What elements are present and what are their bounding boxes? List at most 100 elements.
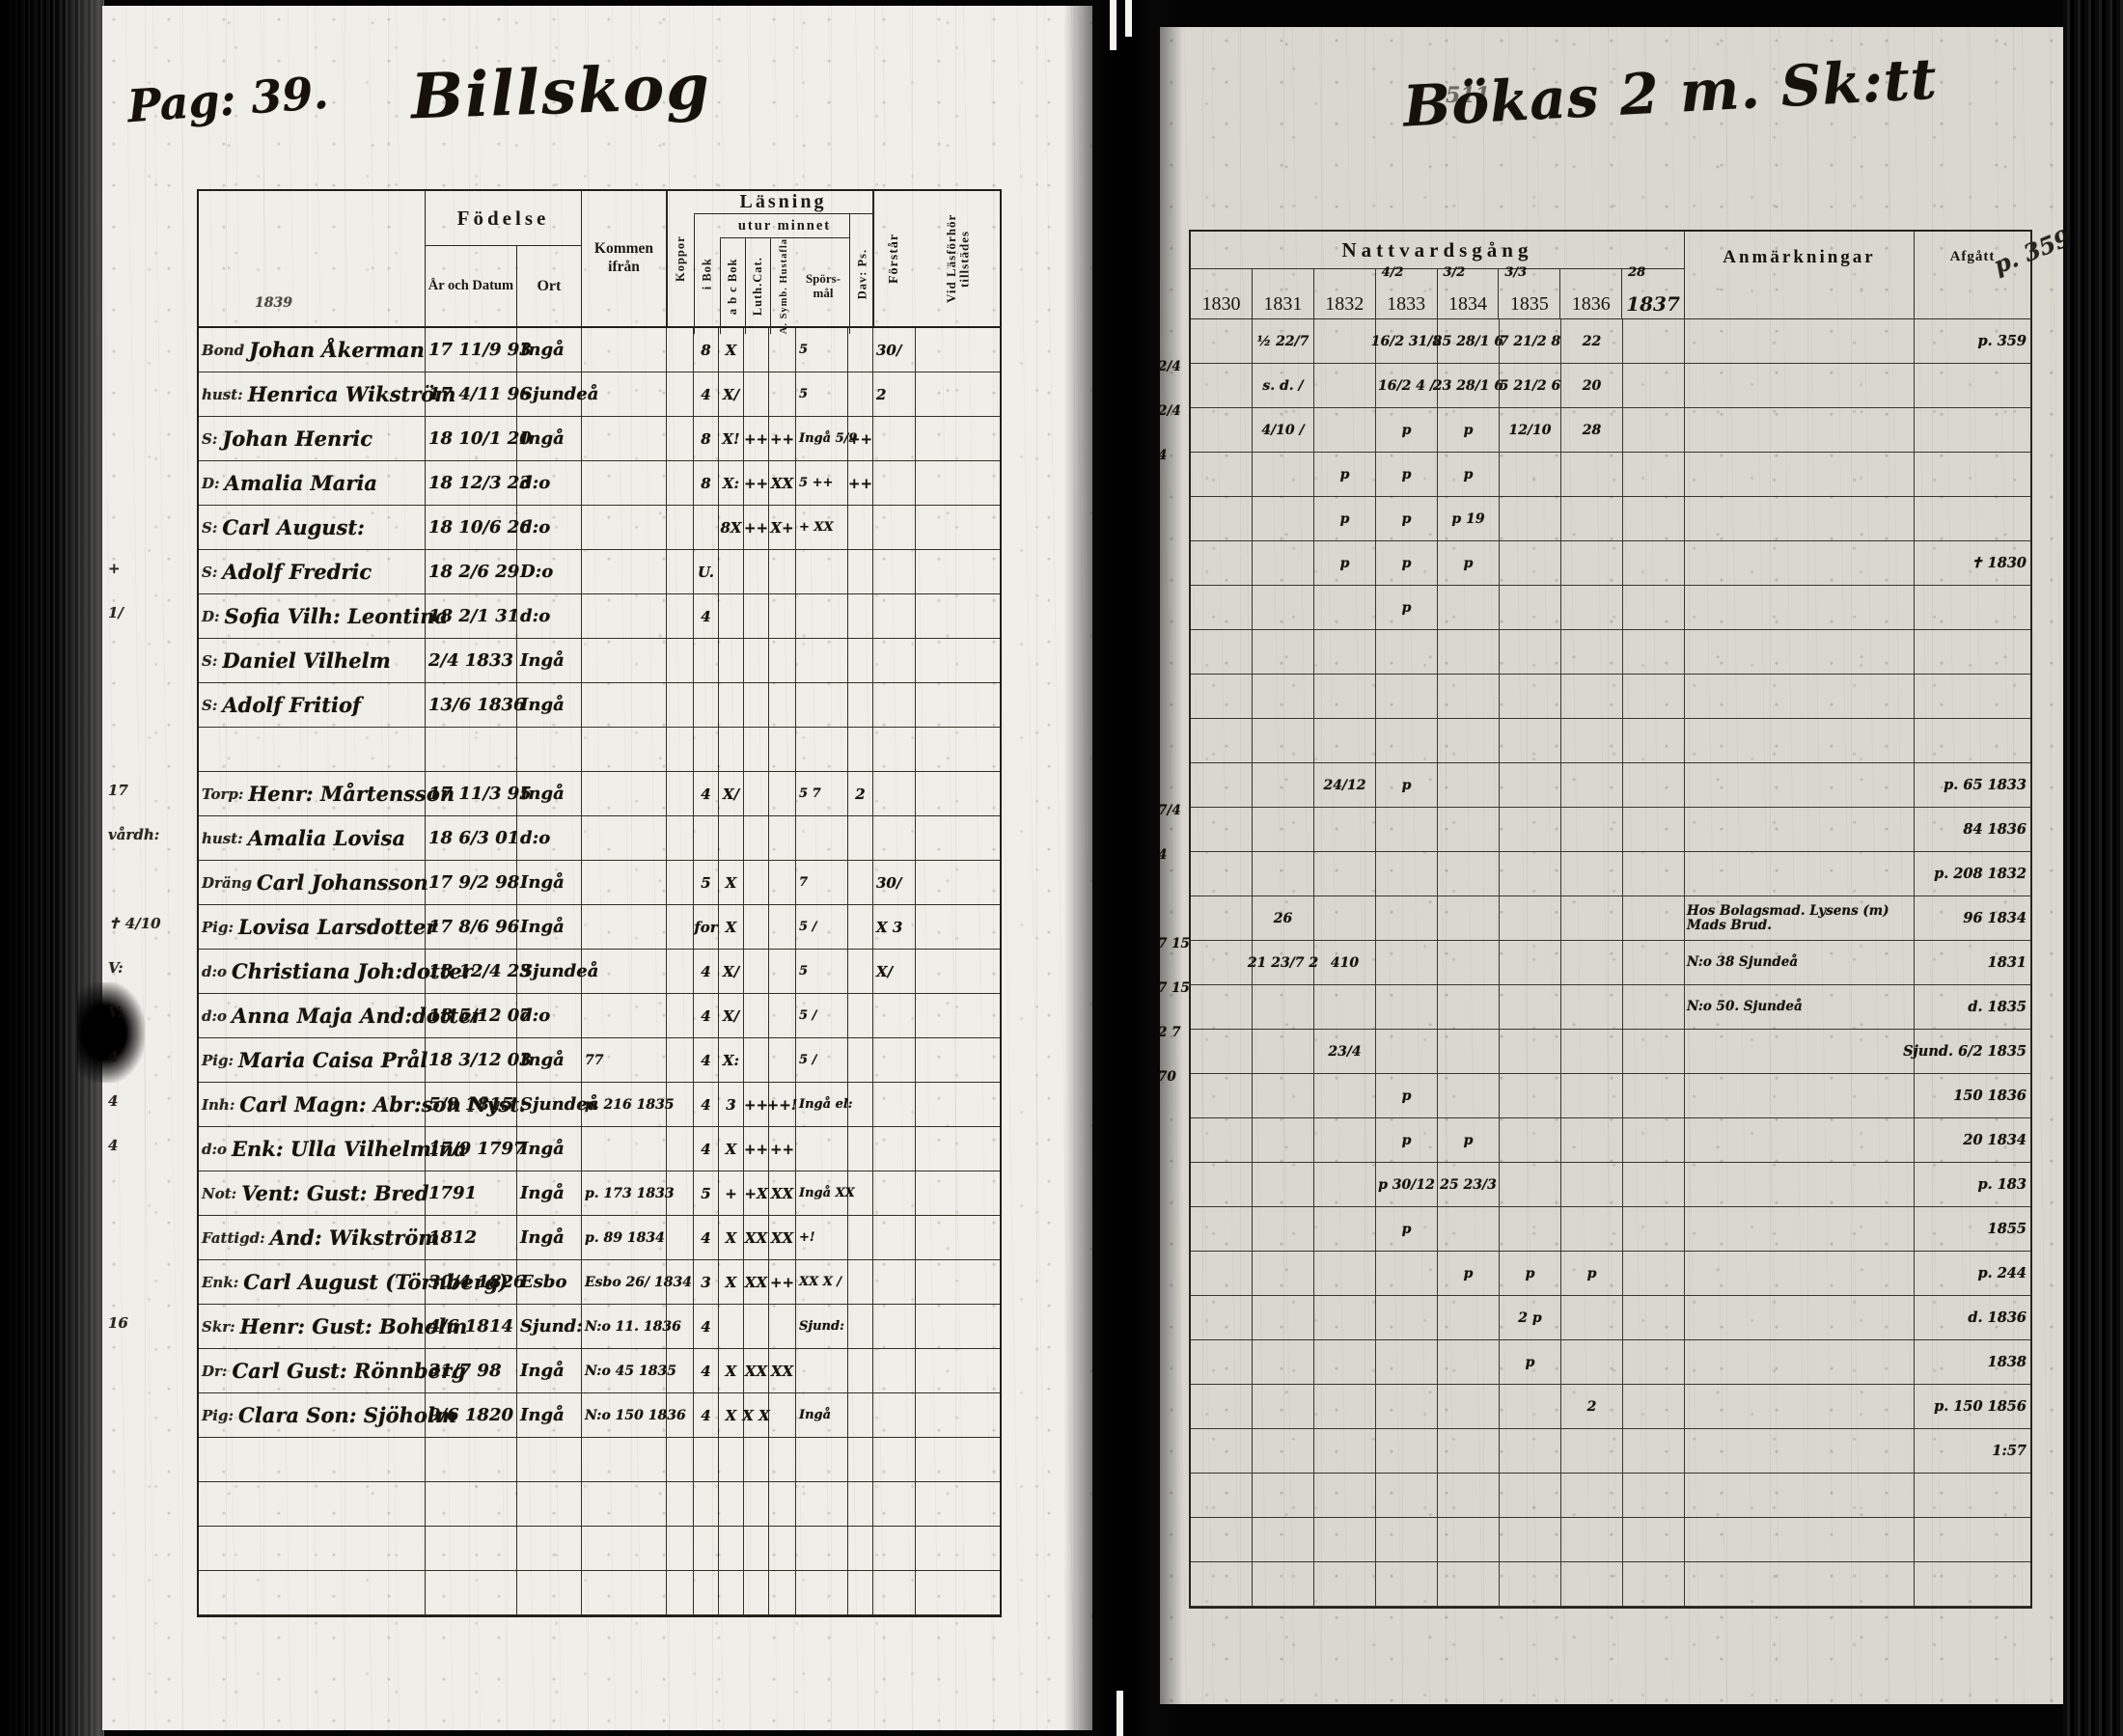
remark-cell: Hos Bolagsmad. Lysens (m) Mads Brud. — [1685, 896, 1915, 940]
departed-cell: p. 359 — [1977, 333, 2026, 349]
communion-cell — [1314, 808, 1376, 851]
communion-cell: 7 21/2 8 — [1500, 319, 1561, 363]
communion-cell — [1314, 1562, 1376, 1606]
cell: hust: Amalia Lovisa — [199, 816, 426, 860]
communion-cell — [1191, 675, 1253, 718]
communion-cell: p — [1438, 1252, 1500, 1295]
communion-cell — [1623, 763, 1685, 807]
cell: S: Adolf Fritiof — [199, 683, 426, 727]
cell — [848, 1482, 873, 1526]
cell — [744, 1305, 769, 1348]
cell — [667, 950, 694, 993]
row-prefix: Pig: — [202, 918, 234, 936]
cell: 17 11/3 95 — [426, 772, 532, 815]
communion-cell — [1376, 852, 1438, 896]
page-number-right: 511 — [1446, 83, 1490, 108]
cell — [796, 683, 848, 727]
cell — [667, 683, 694, 727]
remark-cell — [1685, 319, 1915, 363]
communion-cell — [1623, 1163, 1685, 1206]
communion-cell — [1191, 497, 1253, 540]
communion-cell: 24/12 — [1314, 763, 1376, 807]
cell — [916, 1482, 1000, 1526]
cell — [667, 772, 694, 815]
cell: XX — [769, 1171, 796, 1215]
communion-cell — [1376, 1340, 1438, 1384]
cell — [848, 1571, 873, 1614]
cell: Dr: Carl Gust: Rönnberg — [199, 1349, 466, 1392]
communion-cell: p — [1376, 1074, 1438, 1117]
communion-cell — [1623, 541, 1685, 585]
cell — [744, 550, 769, 593]
right-table-header: Nattvardsgång 1830 1831 1832 4/2 1833 3/2 1834… — [1191, 232, 2030, 319]
cell — [694, 728, 719, 771]
cell — [582, 372, 667, 416]
cell — [796, 594, 848, 638]
communion-cell — [1314, 630, 1376, 674]
margin-note: 4 — [108, 1048, 119, 1065]
departed-cell: p. 183 — [1977, 1176, 2026, 1193]
cell: 1812 — [426, 1216, 517, 1259]
communion-cell — [1500, 763, 1561, 807]
afgatt-header: Afgått — [1949, 249, 1996, 264]
communion-cell — [1314, 1207, 1376, 1251]
cell — [582, 1571, 667, 1614]
communion-cell — [1191, 541, 1253, 585]
table-row: Fattigd: And: Wikström 1812 Ingå p. 89 1834 4… — [199, 1216, 1000, 1260]
cell — [873, 1083, 916, 1126]
year-note: 4/2 — [1381, 265, 1404, 280]
cell — [873, 1171, 916, 1215]
communion-cell — [1500, 1163, 1561, 1206]
communion-cell — [1561, 630, 1623, 674]
departed-cell: 150 1836 — [1953, 1088, 2026, 1104]
communion-cell — [1438, 1562, 1500, 1606]
cell: d:o — [517, 461, 582, 505]
cell: for — [694, 905, 719, 949]
communion-cell — [1561, 541, 1623, 585]
cell — [873, 1393, 916, 1437]
communion-cell — [1314, 1252, 1376, 1295]
cell — [769, 1038, 796, 1082]
cell: ++ — [744, 506, 769, 549]
margin-note: 17 — [108, 782, 128, 799]
remark-cell: N:o 50. Sjundeå — [1685, 985, 1915, 1029]
cell — [873, 1438, 916, 1481]
cell — [796, 550, 848, 593]
communion-cell: p — [1376, 1118, 1438, 1162]
cell — [769, 1305, 796, 1348]
communion-cell — [1500, 541, 1561, 585]
departed-cell — [1915, 1474, 2030, 1517]
person-name: Christiana Joh:dotter — [232, 959, 473, 983]
communion-cell — [1253, 852, 1314, 896]
communion-cell — [1376, 719, 1438, 762]
margin-note: V: — [108, 959, 124, 977]
cell: ++ — [744, 417, 769, 460]
remark-cell — [1685, 497, 1915, 540]
cell — [667, 994, 694, 1037]
cell: 2 — [873, 372, 916, 416]
cell: 8 — [694, 461, 719, 505]
cell: 5 — [796, 372, 848, 416]
cell: Fattigd: And: Wikström — [199, 1216, 440, 1259]
cell — [769, 1393, 796, 1437]
cell — [517, 1571, 582, 1614]
cell: X — [719, 861, 744, 904]
person-name: Maria Caisa Prål — [238, 1048, 428, 1072]
communion-cell: p 19 — [1438, 497, 1500, 540]
cell — [667, 861, 694, 904]
cell — [667, 1083, 694, 1126]
cell: X X — [742, 1393, 770, 1437]
cell — [769, 594, 796, 638]
communion-cell: 28 — [1561, 408, 1623, 452]
departed-cell — [1915, 630, 2030, 674]
cell: 5 7 — [796, 772, 848, 815]
table-row: S: Carl August: 18 10/6 26 d:o 8X ++ X+ + XX — [199, 506, 1000, 550]
binding-thread — [1117, 1691, 1123, 1736]
cell — [916, 1260, 1000, 1304]
communion-cell — [1253, 1518, 1314, 1561]
table-row: p 150 1836 — [1191, 1074, 2030, 1118]
table-row: 2 p d. 1836 — [1191, 1296, 2030, 1340]
lasning-column-group: Läsning i Bok utur minnet a b c Bok Luth… — [694, 191, 873, 335]
cell — [796, 1438, 848, 1481]
communion-cell: p — [1500, 1252, 1561, 1295]
